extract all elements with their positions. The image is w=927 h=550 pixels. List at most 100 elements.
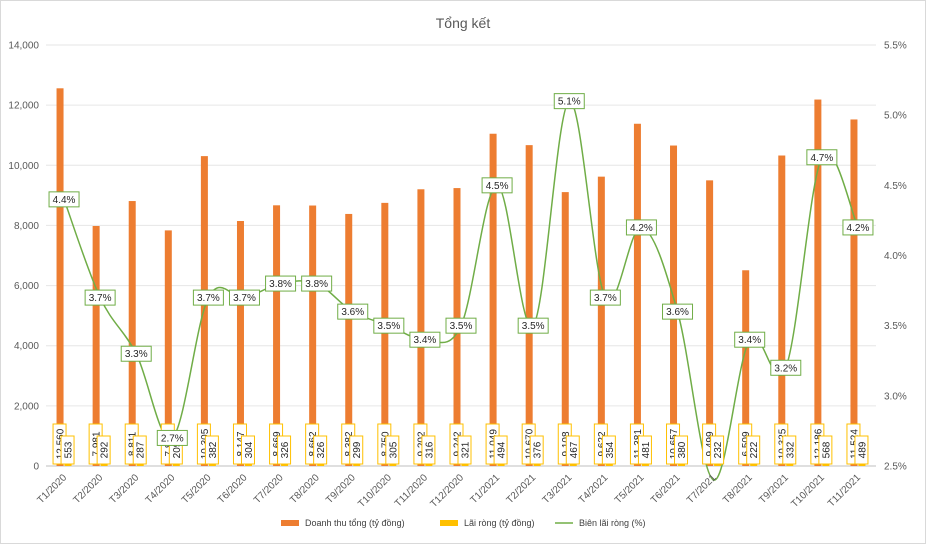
- profit-value-text: 376: [533, 441, 544, 458]
- margin-value-label-text: 3.7%: [197, 293, 220, 304]
- profit-value-label: 382: [204, 435, 219, 465]
- revenue-bar: [92, 225, 100, 466]
- profit-value-text: 568: [821, 441, 832, 458]
- y-right-tick-label: 2.5%: [884, 462, 907, 473]
- legend-item: Doanh thu tổng (tỷ đồng): [281, 518, 405, 528]
- y-left-tick-label: 2,000: [14, 401, 39, 412]
- margin-value-label: 4.5%: [481, 177, 513, 194]
- margin-value-label: 3.4%: [734, 331, 766, 348]
- margin-value-label-text: 3.4%: [414, 335, 437, 346]
- revenue-bar: [128, 201, 136, 466]
- profit-value-text: 354: [605, 441, 616, 458]
- margin-value-label-text: 3.7%: [89, 293, 112, 304]
- profit-value-text: 321: [461, 441, 472, 458]
- profit-value-box: [818, 435, 833, 465]
- profit-value-text: 332: [785, 441, 796, 458]
- profit-value-label: 354: [601, 435, 616, 465]
- profit-value-label: 305: [385, 435, 400, 465]
- legend-label: Lãi ròng (tỷ đồng): [464, 518, 535, 528]
- profit-value-label: 494: [493, 435, 508, 465]
- revenue-bar: [525, 145, 533, 466]
- profit-value-label: 299: [349, 435, 364, 465]
- profit-value-text: 553: [64, 441, 75, 458]
- profit-value-box: [601, 435, 616, 465]
- profit-value-label: 287: [132, 435, 147, 465]
- profit-value-text: 304: [244, 441, 255, 458]
- margin-value-label-text: 4.7%: [810, 153, 833, 164]
- y-right-tick-label: 3.0%: [884, 391, 907, 402]
- profit-value-box: [674, 435, 689, 465]
- profit-value-label: 380: [674, 435, 689, 465]
- y-left-tick-label: 10,000: [8, 161, 39, 172]
- legend-item: Biên lãi ròng (%): [555, 518, 646, 528]
- margin-value-label-box: [337, 303, 369, 320]
- margin-value-label-box: [445, 317, 477, 334]
- revenue-bar: [381, 202, 389, 466]
- margin-value-label: 3.7%: [589, 289, 621, 306]
- margin-value-label: 3.2%: [770, 359, 802, 376]
- profit-value-text: 326: [316, 441, 327, 458]
- profit-value-label: 332: [782, 435, 797, 465]
- margin-value-label-box: [662, 303, 694, 320]
- profit-value-label: 481: [637, 435, 652, 465]
- margin-value-label-text: 5.1%: [558, 97, 581, 108]
- margin-value-label-text: 3.6%: [341, 307, 364, 318]
- legend: Doanh thu tổng (tỷ đồng) Lãi ròng (tỷ đồn…: [281, 518, 646, 528]
- legend-swatch: [281, 520, 299, 526]
- margin-value-label: 4.2%: [842, 219, 874, 236]
- profit-value-label: 232: [710, 435, 725, 465]
- margin-value-label: 4.2%: [625, 219, 657, 236]
- y-left-tick-label: 8,000: [14, 221, 39, 232]
- margin-value-label: 4.4%: [48, 191, 80, 208]
- revenue-bar: [778, 155, 786, 466]
- margin-value-label-box: [553, 93, 585, 110]
- margin-value-label-text: 3.6%: [666, 307, 689, 318]
- margin-value-label-box: [517, 317, 549, 334]
- margin-value-label: 3.6%: [337, 303, 369, 320]
- profit-value-text: 232: [713, 441, 724, 458]
- profit-value-text: 467: [569, 441, 580, 458]
- y-right-tick-label: 5.0%: [884, 111, 907, 122]
- margin-value-label-box: [806, 149, 838, 166]
- margin-value-label: 3.7%: [84, 289, 116, 306]
- profit-value-label: 326: [313, 435, 328, 465]
- margin-value-label-box: [156, 429, 188, 446]
- revenue-bar: [164, 230, 172, 466]
- revenue-bar: [56, 88, 64, 466]
- margin-value-label-box: [481, 177, 513, 194]
- revenue-bar: [633, 123, 641, 466]
- profit-value-box: [385, 435, 400, 465]
- revenue-bar: [742, 270, 750, 466]
- profit-value-label: 568: [818, 435, 833, 465]
- profit-value-text: 299: [352, 441, 363, 458]
- profit-value-text: 316: [424, 441, 435, 458]
- margin-value-label: 3.8%: [265, 275, 297, 292]
- margin-value-label: 3.7%: [192, 289, 224, 306]
- margin-value-label-box: [409, 331, 441, 348]
- margin-value-label: 3.3%: [120, 345, 152, 362]
- y-axis-right: 2.5% 3.0% 3.5% 4.0% 4.5% 5.0% 5.5%: [884, 41, 907, 473]
- margin-value-label: 3.6%: [662, 303, 694, 320]
- legend-label: Doanh thu tổng (tỷ đồng): [305, 518, 405, 528]
- profit-value-text: 222: [749, 441, 760, 458]
- y-left-tick-label: 0: [33, 462, 39, 473]
- margin-value-label-text: 4.5%: [486, 181, 509, 192]
- margin-value-label-text: 3.5%: [377, 321, 400, 332]
- margin-value-label: 5.1%: [553, 93, 585, 110]
- margin-value-label-box: [192, 289, 224, 306]
- revenue-bar: [814, 99, 822, 467]
- y-right-tick-label: 4.5%: [884, 181, 907, 192]
- margin-value-label-text: 3.5%: [450, 321, 473, 332]
- revenue-bar: [273, 205, 281, 466]
- legend-item: Lãi ròng (tỷ đồng): [440, 518, 535, 528]
- profit-value-label: 316: [421, 435, 436, 465]
- profit-value-box: [349, 435, 364, 465]
- margin-value-label: 3.5%: [373, 317, 405, 334]
- revenue-bar: [489, 133, 497, 466]
- revenue-bar: [850, 119, 858, 467]
- margin-value-label-box: [265, 275, 297, 292]
- legend-swatch: [440, 520, 458, 526]
- y-axis-left: 0 2,000 4,000 6,000 8,000 10,000 12,000 14,000: [8, 41, 39, 473]
- y-right-tick-label: 4.0%: [884, 251, 907, 262]
